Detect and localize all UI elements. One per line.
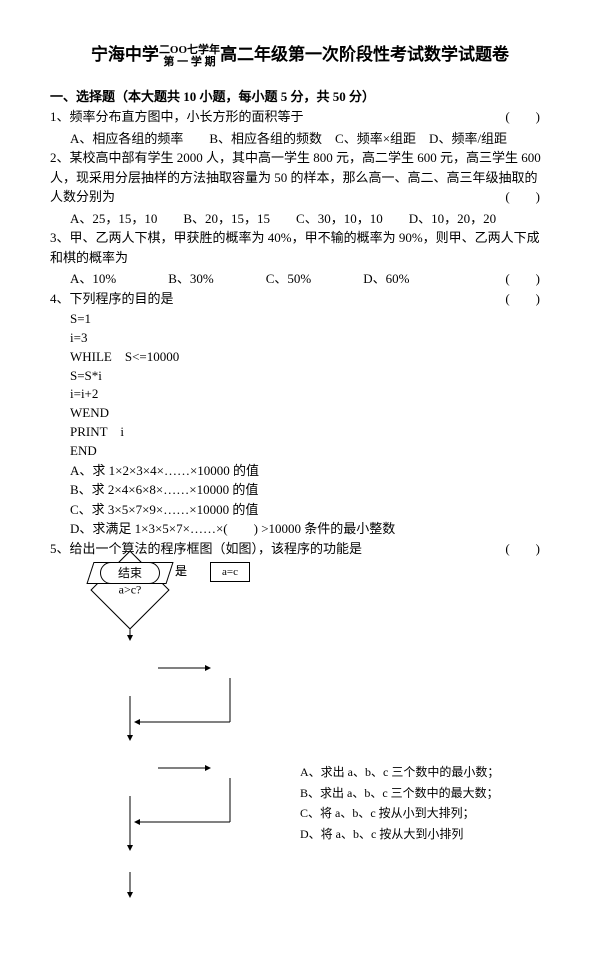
flow-assign-2: a=c (210, 562, 250, 582)
answer-blank: ( ) (505, 107, 540, 127)
title-rest: 高二年级第一次阶段性考试数学试题卷 (220, 45, 509, 64)
q4-code: S=1 i=3 WHILE S<=10000 S=S*i i=i+2 WEND … (50, 310, 550, 461)
q4-options: A、求 1×2×3×4×……×10000 的值 B、求 2×4×6×8×……×1… (50, 461, 550, 539)
title-year: 二OO七学年第 一 学 期 (159, 44, 220, 68)
answer-blank: ( ) (505, 269, 540, 289)
question-3: 3、甲、乙两人下棋，甲获胜的概率为 40%，甲不输的概率为 90%，则甲、乙两人… (50, 228, 550, 267)
q2-options: A、25，15，10 B、20，15，15 C、30，10，10 D、10，20… (50, 209, 550, 229)
answer-blank: ( ) (505, 187, 540, 207)
flowchart: 开始 输入 a . a>b? 是 否 a=b a>c? 是 否 a=c 输出 a… (50, 562, 550, 942)
section-heading: 一、选择题（本大题共 10 小题，每小题 5 分，共 50 分） (50, 86, 550, 105)
question-2: 2、某校高中部有学生 2000 人，其中高一学生 800 元，高二学生 600 … (50, 148, 550, 207)
q3-options: A、10% B、30% C、50% D、60%( ) (50, 269, 550, 289)
question-4: 4、下列程序的目的是( ) (50, 289, 550, 309)
q5-options: A、求出 a、b、c 三个数中的最小数； B、求出 a、b、c 三个数中的最大数… (300, 762, 499, 844)
yes-label: 是 (175, 562, 187, 579)
answer-blank: ( ) (505, 539, 540, 559)
title-school: 宁海中学 (91, 45, 159, 64)
answer-blank: ( ) (505, 289, 540, 309)
question-1: 1、频率分布直方图中，小长方形的面积等于( ) (50, 107, 550, 127)
q1-options: A、相应各组的频率 B、相应各组的频数 C、频率×组距 D、频率/组距 (50, 129, 550, 149)
flow-end: 结束 (100, 562, 160, 584)
